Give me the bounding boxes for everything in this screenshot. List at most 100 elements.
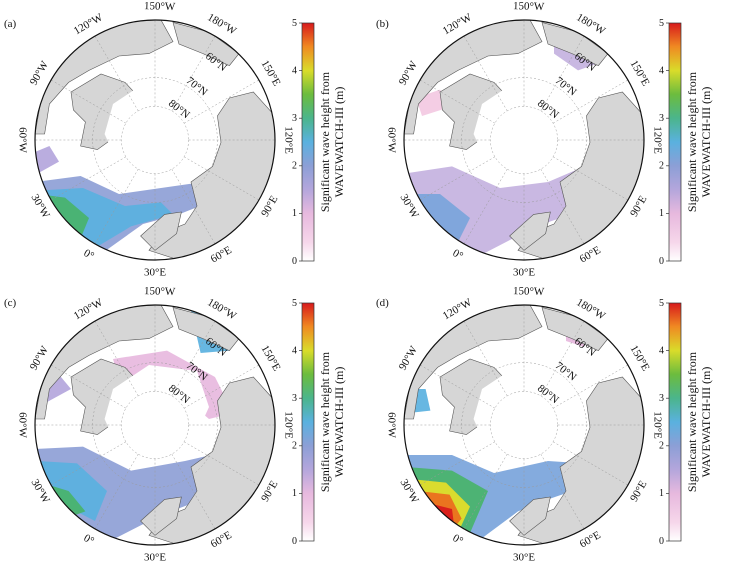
- longitude-label: 60°W: [16, 412, 28, 438]
- colorbar-tick-label: 2: [292, 161, 297, 172]
- colorbar-tick-label: 1: [292, 488, 297, 499]
- longitude-label: 90°W: [397, 344, 421, 373]
- map-border: [403, 19, 645, 261]
- wave-height-area: [410, 194, 470, 242]
- colorbar-tick-label: 5: [292, 298, 297, 309]
- map-panel: (d)150°W120°W90°W60°W30°W0°30°E60°E90°E1…: [376, 285, 713, 563]
- map-content: [35, 305, 275, 545]
- colorbar-title: WAVEWATCH-III (m): [699, 367, 713, 478]
- map-border: [34, 19, 276, 261]
- colorbar-scale: [668, 302, 682, 542]
- colorbar-tick-label: 1: [292, 208, 297, 219]
- colorbar: 0 1 2 3 4 5 Significant wave height from WAVEWA…: [659, 298, 713, 547]
- map-content: [404, 20, 644, 260]
- meridian-line: [171, 168, 216, 245]
- colorbar-tick-label: 2: [292, 441, 297, 452]
- colorbar-title: WAVEWATCH-III (m): [699, 87, 713, 198]
- longitude-label: 90°E: [628, 193, 650, 218]
- longitude-label: 30°E: [144, 267, 166, 279]
- longitude-label: 0°: [450, 532, 465, 547]
- meridian-line: [183, 79, 260, 124]
- meridian-line: [419, 156, 496, 201]
- colorbar-tick-label: 5: [292, 18, 297, 29]
- panel-tag: (d): [376, 297, 389, 309]
- sea-ice-cap: [104, 80, 209, 176]
- colorbar-scale: [301, 302, 315, 542]
- wave-height-area: [41, 188, 173, 248]
- meridian-line: [171, 453, 216, 530]
- longitude-label: 0°: [81, 532, 96, 547]
- map-panel: (a)150°W120°W90°W60°W30°W0°30°E60°E90°E1…: [4, 0, 346, 278]
- meridian-line: [94, 320, 139, 397]
- colorbar-tick-label: 2: [659, 161, 664, 172]
- longitude-label: 90°W: [28, 59, 52, 88]
- map-border: [34, 304, 276, 546]
- longitude-label: 150°E: [628, 343, 652, 373]
- longitude-label: 60°E: [209, 244, 234, 266]
- colorbar: 0 1 2 3 4 5 Significant wave height from WAVEWA…: [292, 298, 346, 547]
- longitude-label: 150°E: [259, 58, 283, 88]
- colorbar-tick-label: 0: [659, 256, 664, 267]
- meridian-line: [540, 168, 585, 245]
- meridian-line: [540, 453, 585, 530]
- sea-ice-cap: [473, 365, 578, 461]
- meridian-line: [50, 364, 127, 409]
- colorbar: 0 1 2 3 4 5 Significant wave height from WAVEWA…: [659, 18, 713, 267]
- longitude-label: 120°E: [282, 126, 294, 154]
- longitude-label: 150°W: [513, 285, 545, 298]
- colorbar-scale: [301, 22, 315, 262]
- longitude-label: 150°W: [144, 0, 176, 13]
- meridian-line: [183, 364, 260, 409]
- colorbar-title: Significant wave height from: [318, 351, 332, 492]
- meridian-line: [463, 453, 508, 530]
- longitude-label: 0°: [81, 247, 96, 262]
- longitude-label: 120°E: [282, 411, 294, 439]
- meridian-line: [463, 35, 508, 112]
- map-panel: (c)150°W120°W90°W60°W30°W0°30°E60°E90°E1…: [4, 285, 346, 563]
- longitude-label: 60°E: [578, 529, 603, 551]
- sea-ice-cap: [473, 80, 578, 176]
- colorbar-tick-label: 5: [659, 18, 664, 29]
- longitude-label: 60°E: [209, 529, 234, 551]
- colorbar-tick-label: 3: [292, 393, 297, 404]
- longitude-label: 150°W: [144, 285, 176, 298]
- meridian-line: [552, 156, 629, 201]
- longitude-label: 60°W: [385, 127, 397, 153]
- map-panel: (b)150°W120°W90°W60°W30°W0°30°E60°E90°E1…: [376, 0, 713, 278]
- meridian-line: [419, 79, 496, 124]
- longitude-label: 30°E: [144, 552, 166, 564]
- longitude-label: 60°E: [578, 244, 603, 266]
- colorbar: 0 1 2 3 4 5 Significant wave height from WAVEWA…: [292, 18, 346, 267]
- meridian-line: [171, 320, 216, 397]
- colorbar-tick-label: 5: [659, 298, 664, 309]
- colorbar-tick-label: 0: [292, 256, 297, 267]
- colorbar-scale: [668, 22, 682, 262]
- meridian-line: [183, 441, 260, 486]
- panel-tag: (c): [4, 297, 17, 309]
- meridian-line: [94, 168, 139, 245]
- colorbar-tick-label: 0: [659, 536, 664, 547]
- colorbar-tick-label: 3: [659, 393, 664, 404]
- longitude-label: 30°E: [513, 552, 535, 564]
- longitude-label: 90°E: [628, 478, 650, 503]
- longitude-label: 150°E: [628, 58, 652, 88]
- colorbar-tick-label: 1: [659, 488, 664, 499]
- meridian-line: [94, 453, 139, 530]
- colorbar-tick-label: 4: [292, 345, 297, 356]
- longitude-label: 30°E: [513, 267, 535, 279]
- longitude-label: 90°E: [259, 478, 281, 503]
- panel-tag: (a): [4, 18, 17, 30]
- meridian-line: [50, 441, 127, 486]
- colorbar-tick-label: 3: [659, 113, 664, 124]
- colorbar-tick-label: 4: [659, 345, 664, 356]
- longitude-label: 150°W: [513, 0, 545, 13]
- map-border: [403, 304, 645, 546]
- colorbar-tick-label: 0: [292, 536, 297, 547]
- meridian-line: [463, 320, 508, 397]
- meridian-line: [183, 156, 260, 201]
- meridian-line: [463, 168, 508, 245]
- land-mass: [140, 211, 182, 251]
- longitude-label: 120°E: [651, 411, 663, 439]
- wave-height-area: [35, 146, 59, 174]
